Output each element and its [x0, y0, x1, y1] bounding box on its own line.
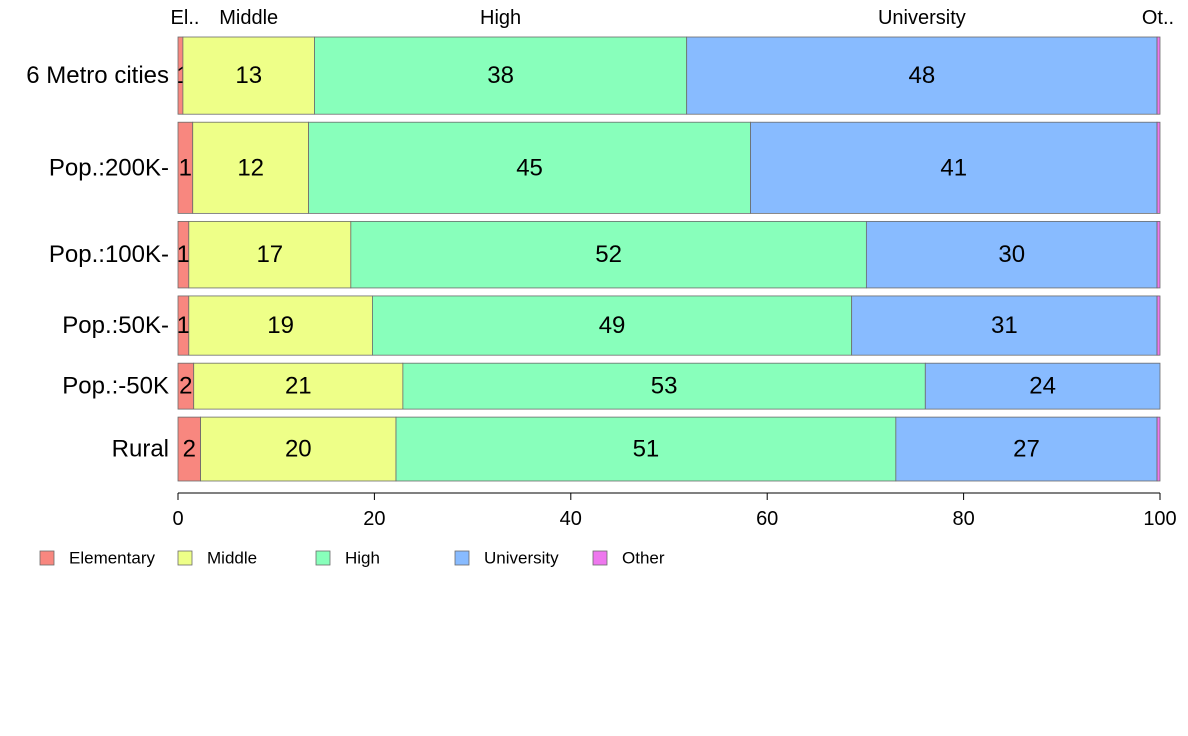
data-label: 2	[179, 373, 192, 400]
bar-segment-other	[1156, 295, 1161, 356]
bar-segment-middle	[188, 295, 373, 356]
legend-label: Other	[622, 549, 665, 568]
bar-segment-university	[865, 220, 1158, 289]
data-label: 2	[183, 436, 196, 463]
data-label: 17	[256, 241, 283, 268]
top-label: Middle	[219, 7, 278, 29]
x-tick-label: 100	[1143, 508, 1176, 530]
data-label: 53	[651, 373, 678, 400]
data-label: 27	[1013, 436, 1040, 463]
legend-swatch	[177, 550, 193, 566]
bar-segment-other	[1156, 36, 1161, 115]
data-label: 24	[1029, 373, 1056, 400]
data-label: 38	[487, 62, 514, 89]
data-label: 45	[516, 154, 543, 181]
bar-row: 1 12 45 41	[177, 121, 1161, 214]
bar-segment-university	[686, 36, 1158, 115]
bar-segment-high	[372, 295, 853, 356]
legend-swatch	[592, 550, 608, 566]
bar-segment-middle	[200, 416, 397, 482]
bar-segment-middle	[182, 36, 315, 115]
data-label: 13	[235, 62, 262, 89]
bar-segment-university	[750, 121, 1158, 214]
legend-item: High	[315, 549, 380, 568]
x-axis: 0 20 40 60 80 100	[172, 492, 1177, 530]
bar-segment-university	[895, 416, 1158, 482]
bar-row: 2 20 51 27	[177, 416, 1161, 482]
data-label: 1	[177, 241, 190, 268]
top-category-labels: El.. Middle High University Ot..	[171, 7, 1175, 29]
legend-swatch	[39, 550, 55, 566]
bar-segment-high	[350, 220, 867, 289]
data-label: 1	[179, 154, 192, 181]
legend-item: University	[454, 549, 559, 568]
top-label: Ot..	[1142, 7, 1174, 29]
y-axis-labels: 6 Metro cities Pop.:200K- Pop.:100K- Pop.:5…	[26, 62, 169, 462]
legend-swatch	[315, 550, 331, 566]
bar-segment-other	[1156, 121, 1161, 214]
x-tick-label: 0	[172, 508, 183, 530]
bar-segment-high	[402, 362, 926, 410]
bar-segment-other	[1156, 220, 1161, 289]
data-label: 51	[633, 436, 660, 463]
data-label: 31	[991, 312, 1018, 339]
legend: Elementary Middle High University Other	[39, 549, 665, 568]
y-tick-label: Pop.:-50K	[62, 373, 169, 400]
y-tick-label: 6 Metro cities	[26, 62, 169, 89]
x-tick-label: 80	[952, 508, 974, 530]
legend-label: Elementary	[69, 549, 155, 568]
bars-area: 1133848112454111752301194931221532422051…	[176, 36, 1161, 482]
top-label: University	[878, 7, 966, 29]
data-label: 1	[177, 312, 190, 339]
bar-segment-high	[308, 121, 751, 214]
legend-label: Middle	[207, 549, 257, 568]
bar-segment-other	[1156, 416, 1161, 482]
x-tick-label: 20	[363, 508, 385, 530]
bar-row: 2 21 53 24	[177, 362, 1161, 410]
legend-swatch	[454, 550, 470, 566]
bar-row: 1133848	[176, 36, 1161, 115]
data-label: 49	[599, 312, 626, 339]
data-label: 19	[267, 312, 294, 339]
data-label: 48	[909, 62, 936, 89]
data-label: 21	[285, 373, 312, 400]
y-tick-label: Rural	[112, 436, 169, 463]
bar-segment-middle	[188, 220, 352, 289]
data-label: 52	[595, 241, 622, 268]
bar-row: 1 19 49 31	[177, 295, 1161, 356]
y-tick-label: Pop.:50K-	[62, 312, 169, 339]
data-label: 12	[237, 154, 264, 181]
y-tick-label: Pop.:100K-	[49, 241, 169, 268]
bar-segment-university	[851, 295, 1158, 356]
y-tick-label: Pop.:200K-	[49, 154, 169, 181]
x-tick-label: 40	[560, 508, 582, 530]
legend-item: Middle	[177, 549, 257, 568]
top-label: High	[480, 7, 521, 29]
bar-segment-university	[924, 362, 1161, 410]
legend-label: High	[345, 549, 380, 568]
legend-label: University	[484, 549, 559, 568]
legend-item: Other	[592, 549, 665, 568]
data-label: 20	[285, 436, 312, 463]
data-label: 41	[940, 154, 967, 181]
x-tick-label: 60	[756, 508, 778, 530]
bar-segment-high	[395, 416, 897, 482]
data-label: 30	[998, 241, 1025, 268]
top-label: El..	[171, 7, 200, 29]
legend-item: Elementary	[39, 549, 155, 568]
bar-row: 1 17 52 30	[177, 220, 1161, 289]
